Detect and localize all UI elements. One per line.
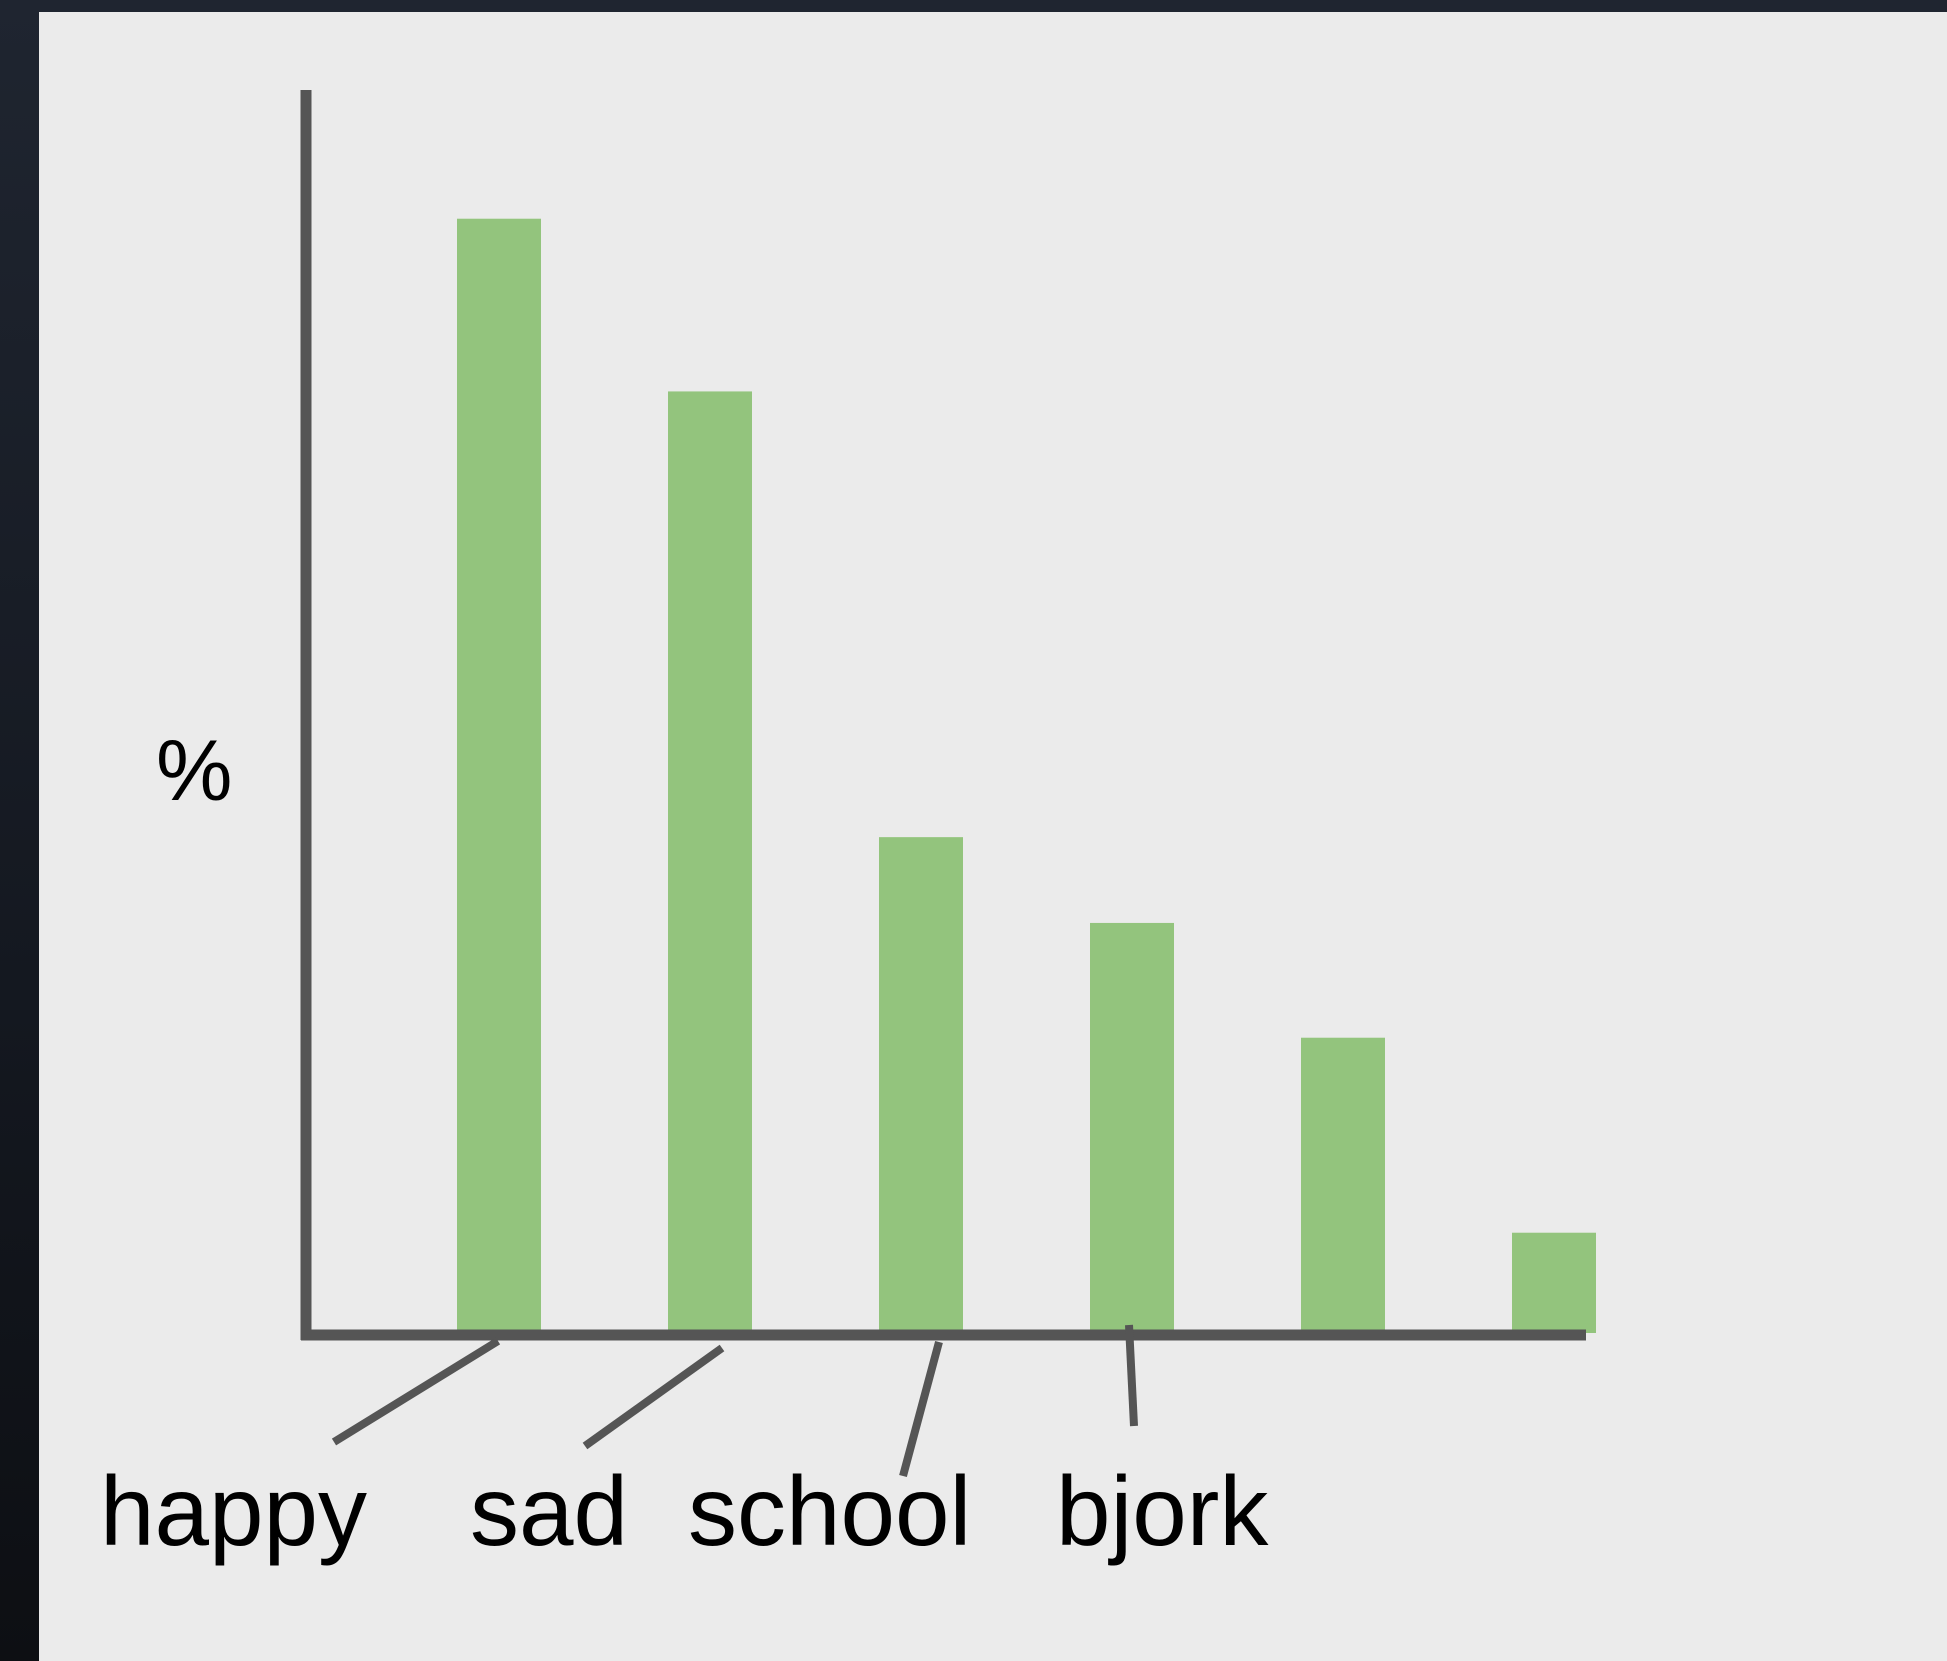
bar-sad	[668, 391, 752, 1333]
bar-unlabeled-6	[1512, 1232, 1596, 1333]
bar-bjork	[1090, 922, 1174, 1333]
leader-line-school	[899, 1340, 943, 1478]
labels-layer: % happy sad school bjork	[100, 723, 1269, 1566]
leaders-layer	[331, 1324, 1138, 1478]
bar-unlabeled-5	[1301, 1037, 1385, 1333]
category-label-happy: happy	[100, 1456, 367, 1566]
bars-layer	[457, 218, 1596, 1334]
bar-happy	[457, 218, 541, 1334]
category-label-bjork: bjork	[1056, 1456, 1269, 1566]
bar-school	[879, 837, 963, 1333]
axes-layer	[300, 90, 1586, 1341]
category-label-school: school	[688, 1456, 971, 1566]
leader-line-happy	[331, 1337, 501, 1446]
chart-panel	[39, 12, 1947, 1661]
leader-line-sad	[582, 1344, 725, 1450]
y-axis-label: %	[156, 723, 232, 819]
category-label-sad: sad	[470, 1456, 628, 1566]
leader-line-bjork	[1125, 1324, 1138, 1427]
